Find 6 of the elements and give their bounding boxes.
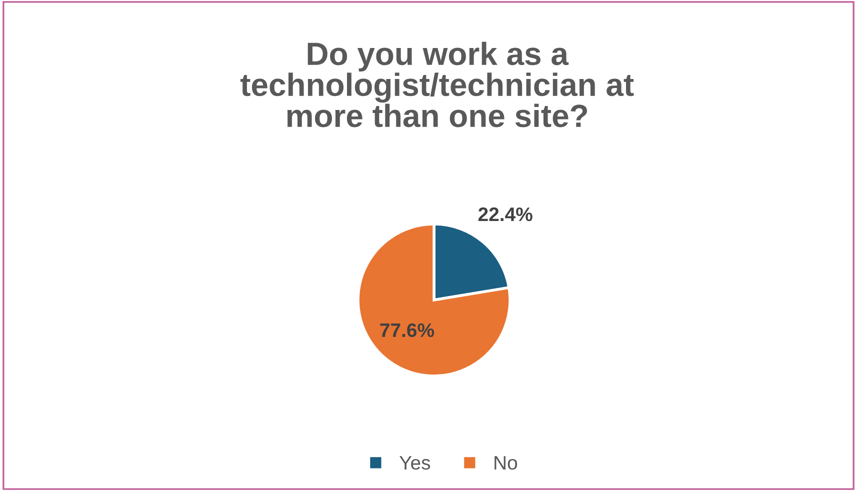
data-label: 22.4% bbox=[478, 207, 532, 222]
pie-slice bbox=[356, 222, 512, 378]
legend-label: No bbox=[494, 456, 518, 470]
data-label: 77.6% bbox=[380, 323, 434, 338]
legend-label: Yes bbox=[399, 456, 430, 470]
chart-title: Do you work as a technologist/technician at more than one site? bbox=[240, 42, 634, 128]
